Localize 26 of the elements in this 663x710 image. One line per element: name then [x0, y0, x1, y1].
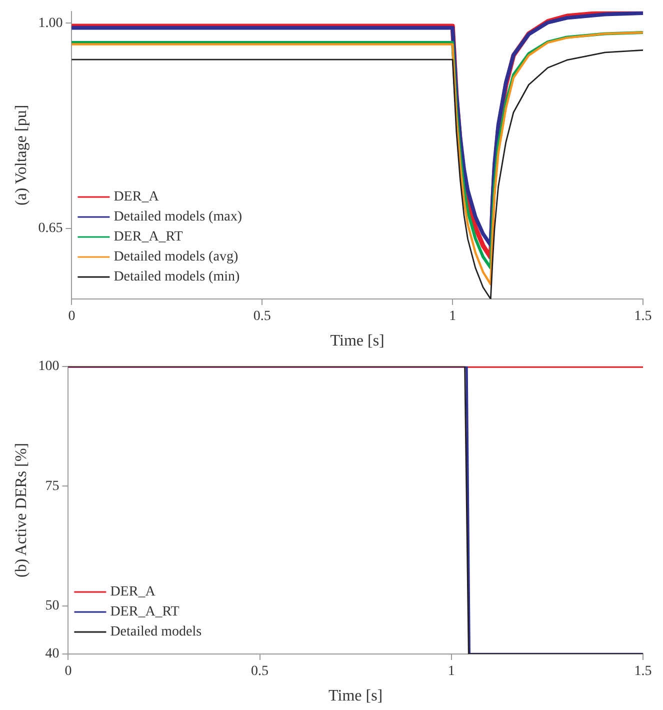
x-tick-label: 0 — [68, 309, 76, 324]
x-tick-label: 0.5 — [251, 664, 269, 680]
legend-label: Detailed models (max) — [114, 210, 242, 225]
y-axis-title: (a) Voltage [pu] — [12, 104, 30, 206]
x-tick-label: 1 — [449, 309, 456, 324]
y-tick-label: 1.00 — [38, 16, 63, 31]
x-tick-label: 0 — [64, 664, 72, 680]
legend-label: DER_A_RT — [114, 230, 184, 245]
x-tick-label: 0.5 — [253, 309, 271, 324]
legend-label: Detailed models (avg) — [114, 250, 238, 265]
y-tick-label: 100 — [38, 359, 60, 374]
y-tick-label: 0.65 — [38, 221, 63, 236]
legend-label: DER_A_RT — [110, 604, 180, 620]
x-tick-label: 1.5 — [634, 309, 652, 324]
x-axis-title: Time [s] — [330, 332, 384, 350]
y-tick-label: 50 — [45, 598, 60, 614]
legend-label: Detailed models (min) — [114, 270, 240, 285]
legend-label: DER_A — [114, 190, 160, 205]
legend-label: Detailed models — [110, 624, 202, 640]
x-axis-title: Time [s] — [328, 688, 383, 705]
legend-label: DER_A — [110, 584, 156, 600]
x-tick-label: 1 — [448, 664, 455, 680]
y-axis-title: (b) Active DERs [%] — [12, 442, 30, 578]
y-tick-label: 40 — [45, 646, 60, 662]
x-tick-label: 1.5 — [634, 664, 652, 680]
y-tick-label: 75 — [45, 478, 60, 494]
